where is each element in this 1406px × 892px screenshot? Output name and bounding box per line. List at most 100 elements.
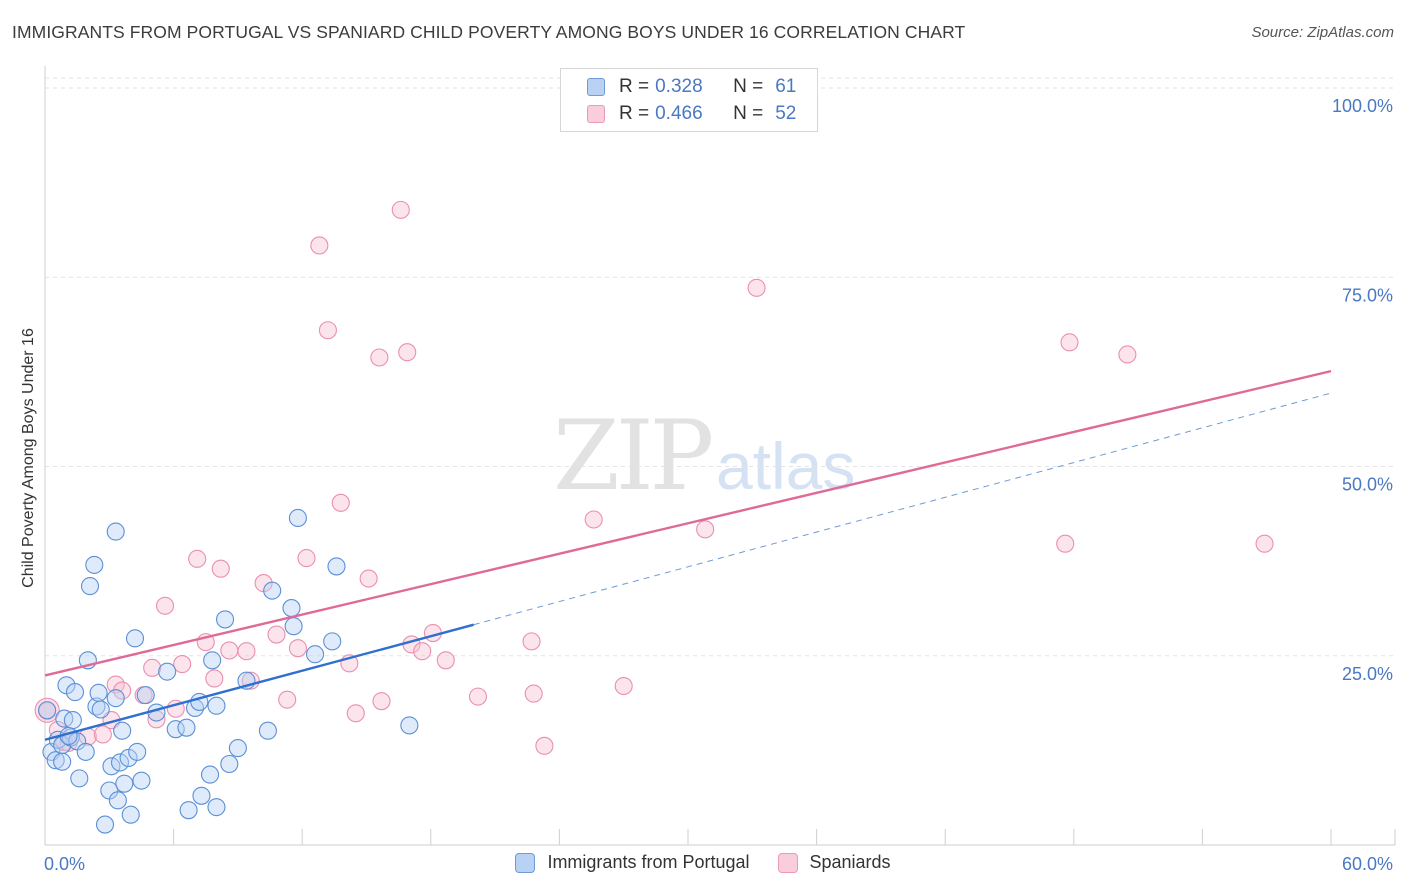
portugal-swatch: [515, 852, 536, 873]
spaniards-point: [747, 278, 766, 297]
n-label: N =: [733, 76, 764, 97]
spaniards-point: [1118, 345, 1137, 364]
spaniards-point: [614, 676, 633, 696]
y-tick-label: 75.0%: [1342, 285, 1393, 305]
spaniards-swatch: [587, 105, 605, 123]
portugal-point: [76, 742, 95, 761]
spaniards-point: [1060, 333, 1079, 352]
spaniards-point: [346, 704, 365, 723]
series-spaniards-points: [34, 200, 1274, 755]
spaniards-point: [584, 510, 603, 529]
spaniards-point: [155, 596, 175, 615]
tick-labels: 25.0% 50.0% 75.0% 100.0% 0.0% 60.0%: [44, 96, 1393, 874]
portugal-point: [288, 508, 307, 528]
axes: [44, 66, 1396, 846]
spaniards-point: [436, 651, 455, 670]
portugal-point: [80, 577, 100, 596]
portugal-point: [207, 798, 226, 817]
spaniards-point: [1255, 534, 1274, 553]
y-tick-label: 50.0%: [1342, 475, 1393, 495]
r-label: R =: [619, 103, 650, 124]
spaniards-point: [372, 692, 391, 711]
r-value: 0.328: [655, 76, 703, 97]
portugal-point: [65, 683, 85, 702]
portugal-point: [121, 805, 140, 824]
portugal-point: [200, 765, 220, 784]
spaniards-point: [359, 569, 378, 588]
portugal-point: [38, 701, 57, 720]
spaniards-point: [696, 520, 715, 539]
portugal-point: [284, 617, 303, 636]
stats-legend-row-spaniards: R = 0.466 N = 52: [587, 102, 796, 126]
portugal-point: [106, 522, 125, 541]
portugal-point: [108, 791, 127, 810]
n-value: 61: [775, 76, 797, 97]
spaniards-point: [398, 343, 417, 362]
n-value: 52: [775, 103, 797, 124]
y-axis-label: Child Poverty Among Boys Under 16: [20, 328, 37, 588]
spaniards-point: [288, 639, 307, 658]
portugal-trend-extension: [473, 392, 1332, 626]
spaniards-point: [391, 200, 410, 219]
spaniards-point: [205, 669, 224, 688]
portugal-point: [220, 754, 239, 774]
x-tick-label: 60.0%: [1342, 854, 1393, 874]
r-value: 0.466: [655, 103, 703, 124]
spaniards-point: [220, 641, 239, 660]
portugal-point: [91, 700, 110, 719]
spaniards-point: [524, 684, 543, 703]
portugal-point: [89, 683, 108, 702]
legend-item-spaniards[interactable]: Spaniards: [777, 852, 891, 873]
portugal-point: [177, 718, 196, 737]
spaniards-point: [113, 681, 132, 700]
portugal-point: [128, 742, 147, 761]
portugal-point: [85, 555, 104, 574]
portugal-point: [400, 716, 419, 735]
portugal-point: [207, 696, 226, 715]
series-legend: Immigrants from Portugal Spaniards: [0, 852, 1406, 873]
spaniards-point: [468, 687, 488, 706]
spaniards-point: [278, 690, 297, 709]
stats-legend-row-portugal: R = 0.328 N = 61: [587, 75, 796, 99]
source-label: Source: ZipAtlas.com: [1251, 24, 1394, 41]
portugal-point: [113, 721, 132, 740]
y-tick-label: 100.0%: [1332, 96, 1393, 116]
watermark-zip: ZIP: [553, 400, 714, 512]
spaniards-point: [211, 559, 230, 578]
spaniards-point: [370, 348, 389, 367]
portugal-point: [258, 721, 277, 740]
spaniards-point: [522, 632, 541, 651]
trend-lines: [44, 369, 1332, 741]
portugal-point: [115, 774, 134, 793]
spaniards-point: [331, 493, 350, 512]
portugal-point: [106, 689, 125, 708]
portugal-point: [323, 632, 342, 651]
portugal-point: [102, 757, 121, 776]
spaniards-point: [188, 549, 207, 568]
portugal-point: [95, 815, 115, 834]
portugal-point: [63, 711, 82, 730]
portugal-point: [306, 645, 325, 664]
spaniards-point: [1056, 534, 1075, 553]
x-tick-label: 0.0%: [44, 854, 85, 874]
spaniards-point: [267, 625, 286, 644]
gridlines: [45, 77, 1395, 657]
r-label: R =: [619, 76, 650, 97]
spaniards-point: [318, 321, 337, 340]
spaniards-swatch: [777, 852, 798, 873]
legend-label-spaniards: Spaniards: [809, 852, 891, 872]
portugal-point: [192, 786, 211, 805]
spaniards-point: [297, 549, 316, 568]
portugal-point: [215, 610, 235, 629]
portugal-trend-line: [44, 623, 474, 741]
spaniards-point: [173, 655, 192, 674]
spaniards-point: [310, 236, 329, 255]
stats-legend: R = 0.328 N = 61 R = 0.466 N = 52: [560, 68, 818, 132]
portugal-point: [46, 751, 65, 770]
portugal-point: [327, 557, 346, 576]
legend-item-portugal[interactable]: Immigrants from Portugal: [515, 852, 750, 873]
portugal-point: [136, 686, 155, 705]
series-portugal-points: [38, 508, 419, 834]
portugal-point: [53, 752, 72, 771]
portugal-swatch: [587, 78, 605, 96]
